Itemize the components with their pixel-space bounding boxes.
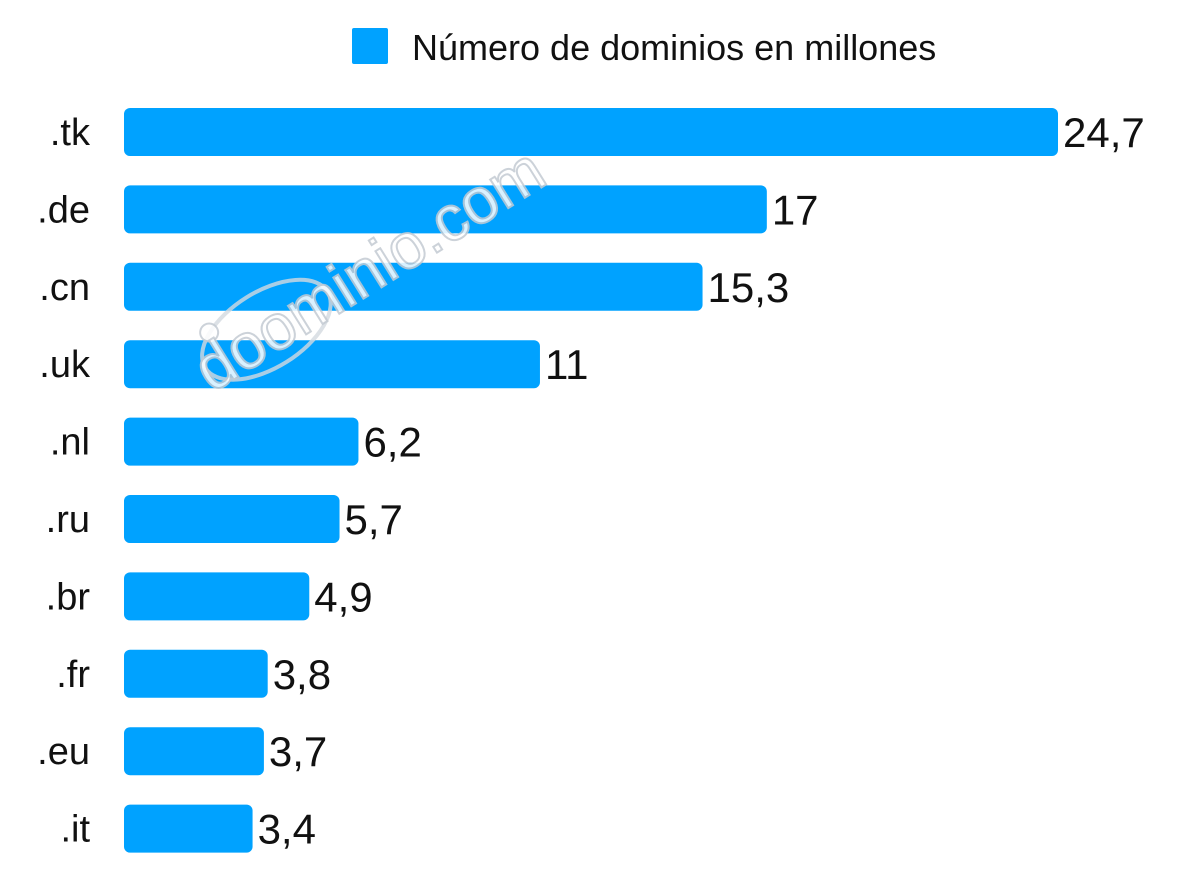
bar-ru bbox=[124, 495, 340, 543]
category-label-de: .de bbox=[37, 189, 90, 231]
category-label-uk: .uk bbox=[39, 344, 91, 386]
value-label-cn: 15,3 bbox=[708, 264, 790, 311]
value-label-br: 4,9 bbox=[314, 573, 372, 620]
bar-nl bbox=[124, 417, 359, 466]
value-label-fr: 3,8 bbox=[273, 651, 331, 698]
value-label-ru: 5,7 bbox=[345, 496, 403, 543]
watermark-dot-icon bbox=[199, 322, 220, 343]
bars-group bbox=[124, 108, 1058, 853]
bar-fr bbox=[124, 649, 268, 698]
category-label-fr: .fr bbox=[56, 654, 90, 696]
bar-it bbox=[124, 804, 253, 853]
category-label-eu: .eu bbox=[37, 731, 90, 773]
bar-cn bbox=[124, 262, 703, 311]
value-label-it: 3,4 bbox=[258, 806, 316, 853]
category-labels: .tk .de .cn .uk .nl .ru .br .fr .eu .it bbox=[37, 112, 91, 851]
legend-label: Número de dominios en millones bbox=[412, 27, 936, 68]
watermark-orbit-icon bbox=[200, 277, 333, 382]
category-label-tk: .tk bbox=[50, 112, 91, 154]
bar-eu bbox=[124, 727, 264, 776]
category-label-ru: .ru bbox=[46, 499, 90, 541]
value-label-nl: 6,2 bbox=[363, 419, 421, 466]
category-label-br: .br bbox=[46, 576, 91, 618]
value-label-de: 17 bbox=[772, 186, 819, 233]
legend: Número de dominios en millones bbox=[352, 27, 936, 68]
category-label-it: .it bbox=[60, 809, 90, 851]
value-label-eu: 3,7 bbox=[269, 728, 327, 775]
bar-br bbox=[124, 572, 310, 621]
bar-tk bbox=[124, 108, 1058, 156]
legend-swatch bbox=[352, 28, 388, 64]
category-label-cn: .cn bbox=[39, 267, 90, 309]
value-labels: 24,7 17 15,3 11 6,2 5,7 4,9 3,8 3,7 3,4 bbox=[258, 109, 1145, 853]
bar-de bbox=[124, 185, 767, 234]
category-label-nl: .nl bbox=[50, 422, 90, 464]
value-label-tk: 24,7 bbox=[1063, 109, 1145, 156]
bar-uk bbox=[124, 340, 540, 389]
value-label-uk: 11 bbox=[545, 341, 589, 388]
